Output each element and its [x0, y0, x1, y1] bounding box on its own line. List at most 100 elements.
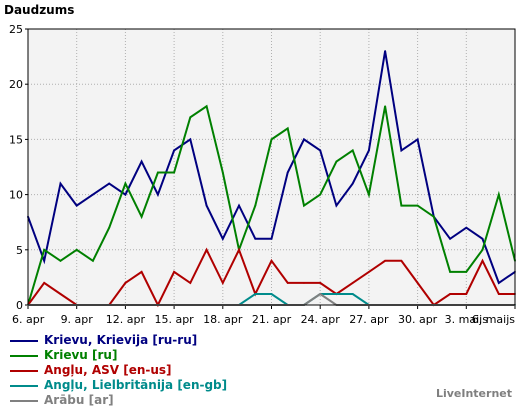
series-2-point	[205, 248, 208, 251]
x-tick-label: 6. maijs	[472, 313, 516, 326]
series-1-point	[400, 204, 403, 207]
series-0-point	[124, 193, 127, 196]
series-2-point	[319, 282, 322, 284]
legend-item-2: Angļu, ASV [en-us]	[10, 363, 227, 378]
series-1-point	[303, 204, 305, 207]
series-2-point	[59, 293, 62, 295]
series-1-point	[140, 215, 143, 218]
series-2-point	[481, 259, 484, 262]
legend-swatch	[10, 355, 38, 357]
plot-area: 0 5 10 15 20 25 6. apr 9. apr 12. apr 15. apr 18. …	[9, 23, 516, 326]
series-1-point	[173, 171, 176, 174]
series-1-point	[481, 248, 484, 251]
series-0-point	[173, 149, 176, 152]
series-2-point	[238, 248, 240, 251]
series-1-point	[189, 116, 192, 119]
series-0-point	[384, 50, 387, 52]
series-0-point	[481, 237, 484, 240]
chart: Daudzums 0 5 10 15 20 25 6. apr 9. apr 12. apr 15…	[4, 3, 516, 326]
series-2-point	[173, 270, 176, 273]
series-0-point	[416, 138, 419, 141]
series-2-point	[303, 282, 305, 284]
series-1-point	[465, 270, 468, 273]
series-1-point	[43, 248, 46, 251]
series-0-point	[59, 182, 62, 185]
legend-item-4: Arābu [ar]	[10, 393, 227, 408]
series-0-point	[205, 204, 208, 207]
legend-label: Angļu, Lielbritānija [en-gb]	[44, 378, 228, 392]
series-2-point	[124, 282, 127, 284]
series-2-point	[140, 270, 143, 273]
series-0-point	[303, 138, 305, 141]
series-0-point	[465, 226, 468, 229]
x-tick-label: 12. apr	[106, 313, 146, 326]
x-tick-label: 27. apr	[349, 313, 389, 326]
legend-label: Krievu [ru]	[44, 348, 118, 362]
series-2-point	[43, 282, 46, 284]
series-2-point	[384, 259, 387, 262]
series-0-point	[238, 204, 240, 207]
series-1-point	[416, 204, 419, 207]
series-0-point	[335, 204, 338, 207]
series-0-point	[254, 237, 257, 240]
series-1-point	[384, 105, 387, 108]
legend-swatch	[10, 385, 38, 387]
series-1-point	[286, 127, 289, 130]
x-tick-label: 9. apr	[61, 313, 94, 326]
series-1-point	[75, 248, 78, 251]
legend-label: Angļu, ASV [en-us]	[44, 363, 172, 377]
y-tick-label: 0	[16, 299, 23, 312]
series-3-point	[254, 293, 257, 295]
series-1-point	[92, 259, 94, 262]
series-0-point	[221, 237, 224, 240]
series-1-point	[205, 105, 208, 108]
series-2-point	[416, 282, 419, 284]
y-tick-label: 15	[9, 133, 23, 146]
y-tick-label: 5	[16, 244, 23, 257]
x-tick-label: 15. apr	[154, 313, 194, 326]
series-0-point	[75, 204, 78, 207]
series-0-point	[140, 160, 143, 163]
series-3-point	[335, 293, 338, 295]
legend-swatch	[10, 400, 38, 402]
series-2-point	[221, 282, 224, 284]
legend-swatch	[10, 340, 38, 342]
series-1-point	[59, 259, 62, 262]
series-0-point	[449, 237, 451, 240]
y-tick-label: 25	[9, 23, 23, 36]
series-0-point	[286, 171, 289, 174]
y-axis-label: Daudzums	[4, 3, 74, 17]
legend-item-1: Krievu [ru]	[10, 348, 227, 363]
series-2-point	[400, 259, 403, 262]
series-0-point	[92, 193, 94, 196]
series-0-point	[497, 282, 500, 284]
series-1-point	[108, 226, 111, 229]
series-2-point	[497, 293, 500, 295]
y-tick-label: 10	[9, 189, 23, 202]
legend: Krievu, Krievija [ru-ru] Krievu [ru] Angļu…	[10, 333, 227, 408]
series-1-point	[221, 171, 224, 174]
series-3-point	[270, 293, 273, 295]
series-1-point	[432, 215, 435, 218]
series-0-point	[368, 149, 370, 152]
series-2-point	[270, 259, 273, 262]
series-2-point	[449, 293, 451, 295]
series-0-point	[319, 149, 322, 152]
y-tick-label: 20	[9, 78, 23, 91]
series-2-point	[286, 282, 289, 284]
legend-swatch	[10, 370, 38, 372]
series-1-point	[335, 160, 338, 163]
series-1-point	[368, 193, 370, 196]
series-2-point	[465, 293, 468, 295]
series-1-point	[497, 193, 500, 196]
series-3-point	[351, 293, 354, 295]
series-2-point	[351, 282, 354, 284]
series-0-point	[43, 259, 46, 262]
x-tick-label: 3. maijs	[445, 313, 489, 326]
series-2-point	[368, 270, 370, 273]
series-1-point	[449, 270, 451, 273]
series-0-point	[156, 193, 159, 196]
x-tick-label: 6. apr	[12, 313, 45, 326]
series-0-point	[270, 237, 273, 240]
legend-item-3: Angļu, Lielbritānija [en-gb]	[10, 378, 227, 393]
